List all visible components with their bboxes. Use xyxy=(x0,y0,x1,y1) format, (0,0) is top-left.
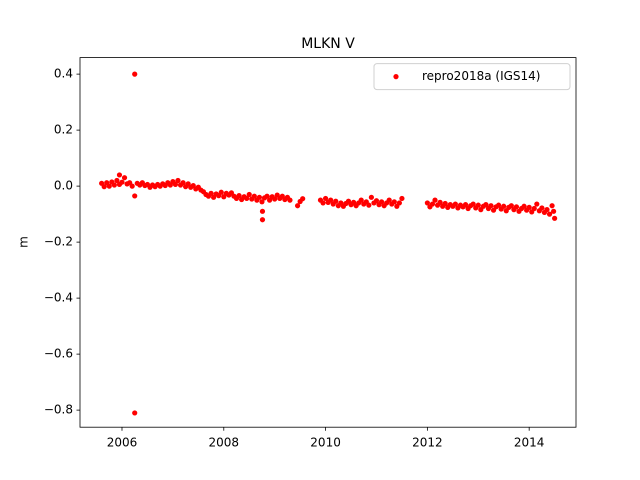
point xyxy=(488,203,494,209)
legend-box xyxy=(373,63,571,91)
x-tick-label: 2014 xyxy=(514,436,545,450)
point xyxy=(251,193,257,199)
x-tick-label: 2006 xyxy=(107,436,138,450)
point xyxy=(246,191,252,198)
point xyxy=(175,177,181,184)
point xyxy=(106,183,112,189)
point xyxy=(546,211,553,217)
point xyxy=(116,172,123,178)
y-axis-label: m xyxy=(17,236,31,248)
point xyxy=(129,183,135,189)
point xyxy=(121,175,128,181)
point xyxy=(432,197,438,203)
point xyxy=(526,204,532,210)
point xyxy=(531,205,537,212)
point xyxy=(462,202,469,208)
point xyxy=(132,71,138,77)
point xyxy=(544,207,550,213)
point xyxy=(333,198,339,204)
point xyxy=(386,197,392,203)
y-tick-label: 0.4 xyxy=(54,67,73,81)
point xyxy=(132,410,138,416)
point xyxy=(294,203,301,209)
point xyxy=(259,217,266,223)
point xyxy=(132,193,138,199)
point xyxy=(534,201,540,207)
point xyxy=(452,201,458,207)
point xyxy=(496,202,502,208)
chart-title: MLKN V xyxy=(301,36,355,52)
point xyxy=(552,215,558,221)
point xyxy=(114,177,120,184)
point xyxy=(483,202,489,208)
y-tick-label: 0.2 xyxy=(54,123,73,137)
point xyxy=(551,208,557,214)
point xyxy=(244,195,250,202)
point xyxy=(218,189,224,195)
point xyxy=(442,200,448,207)
point xyxy=(272,196,278,202)
point xyxy=(373,198,380,204)
point xyxy=(264,193,270,199)
point xyxy=(172,181,179,188)
point xyxy=(470,201,476,207)
point xyxy=(368,194,374,200)
point xyxy=(501,203,507,209)
plot-frame xyxy=(79,57,577,428)
point xyxy=(513,204,520,210)
point xyxy=(111,182,117,188)
point xyxy=(320,200,326,206)
point xyxy=(300,196,306,202)
point xyxy=(259,199,265,205)
point xyxy=(208,190,214,196)
point xyxy=(358,197,364,203)
x-tick-label: 2008 xyxy=(209,436,240,450)
point xyxy=(180,180,186,186)
point xyxy=(549,203,555,209)
point xyxy=(391,199,397,205)
point xyxy=(539,205,545,211)
legend-marker xyxy=(393,74,399,80)
y-tick-label: −0.6 xyxy=(44,347,73,361)
point xyxy=(287,197,293,203)
y-tick-label: −0.8 xyxy=(44,403,73,417)
point xyxy=(475,202,481,208)
point xyxy=(429,201,436,207)
point xyxy=(366,202,372,208)
point xyxy=(256,194,263,200)
point xyxy=(424,200,430,206)
y-tick-label: 0.0 xyxy=(54,179,73,193)
y-tick-label: −0.4 xyxy=(44,291,73,305)
x-tick-label: 2010 xyxy=(310,436,341,450)
point xyxy=(259,208,266,214)
point xyxy=(508,203,514,209)
point xyxy=(322,195,329,202)
legend-label: repro2018a (IGS14) xyxy=(422,69,540,83)
point xyxy=(399,195,405,202)
point xyxy=(101,184,107,190)
point xyxy=(378,199,385,205)
point xyxy=(236,193,242,199)
y-tick-label: −0.2 xyxy=(44,235,73,249)
x-tick-label: 2012 xyxy=(412,436,443,450)
point xyxy=(328,197,334,203)
point xyxy=(119,179,125,185)
point xyxy=(521,203,527,209)
point xyxy=(396,200,402,206)
point xyxy=(437,199,443,205)
